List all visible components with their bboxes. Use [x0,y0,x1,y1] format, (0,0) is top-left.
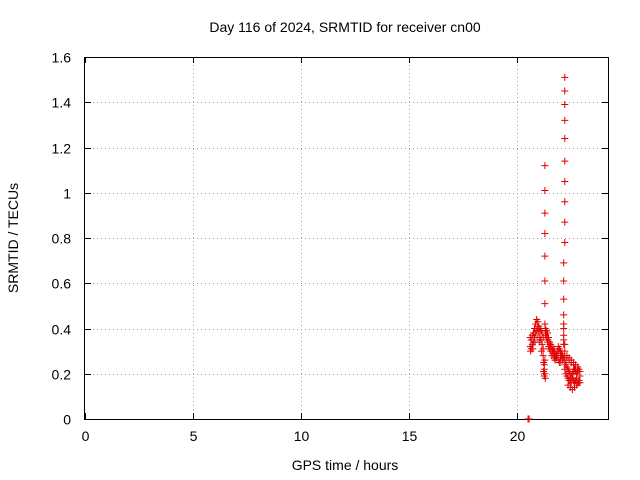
chart-title: Day 116 of 2024, SRMTID for receiver cn0… [209,19,481,35]
data-point [560,320,568,328]
data-point [561,73,569,81]
data-point [576,372,584,380]
data-point [561,340,569,348]
y-tick-label: 1 [63,186,71,202]
data-point [541,356,549,364]
data-point [561,116,569,124]
data-point [541,186,549,194]
data-point [535,338,543,346]
data-point [553,354,561,362]
data-point [544,336,552,344]
data-point [533,334,541,342]
data-point [525,415,533,423]
data-point [541,320,549,328]
x-axis-label: GPS time / hours [292,457,399,473]
data-point [534,318,542,326]
data-point [529,345,537,353]
data-point [561,157,569,165]
data-point [561,177,569,185]
data-point [561,218,569,226]
plot-frame [84,57,609,420]
data-point [560,295,568,303]
x-tick-label: 5 [190,428,198,444]
data-point [537,347,545,355]
y-tick-label: 0.2 [52,367,72,383]
data-point [541,209,549,217]
y-tick-label: 1.4 [52,95,72,111]
data-point [561,101,569,109]
y-tick-label: 1.2 [52,141,72,157]
data-point [575,379,583,387]
y-tick-label: 1.6 [52,50,72,66]
data-point [561,87,569,95]
data-point [548,345,556,353]
x-tick-label: 20 [510,428,526,444]
y-tick-label: 0.6 [52,276,72,292]
data-point [574,363,582,371]
y-tick-label: 0.8 [52,231,72,247]
data-point [560,277,568,285]
data-point [546,340,554,348]
x-tick-label: 15 [402,428,418,444]
data-points-layer [524,73,584,423]
data-point [539,352,547,360]
data-point [540,361,548,369]
x-tick-label: 10 [294,428,310,444]
data-point [555,347,563,355]
y-tick-label: 0 [63,412,71,428]
data-point [541,252,549,260]
data-point [542,327,550,335]
data-point [561,134,569,142]
data-point [560,311,568,319]
data-point [540,367,548,375]
data-point [541,277,549,285]
data-point [540,372,548,380]
data-point [561,347,569,355]
data-point [541,162,549,170]
y-axis-label: SRMTID / TECUs [5,183,21,293]
data-point [550,349,558,357]
grid-layer [85,57,608,419]
data-point [560,259,568,267]
y-tick-label: 0.4 [52,322,72,338]
data-point [541,300,549,308]
data-point [535,329,543,337]
data-point [561,239,569,247]
data-point [541,229,549,237]
data-point [561,198,569,206]
ticks-layer [85,57,608,420]
data-point [560,331,568,339]
data-point [534,325,542,332]
x-tick-label: 0 [82,428,90,444]
tick-labels-layer: 0 5 10 15 20 0 0.2 0.4 0.6 0.8 1 1.2 1.4 1.6 [52,50,526,445]
